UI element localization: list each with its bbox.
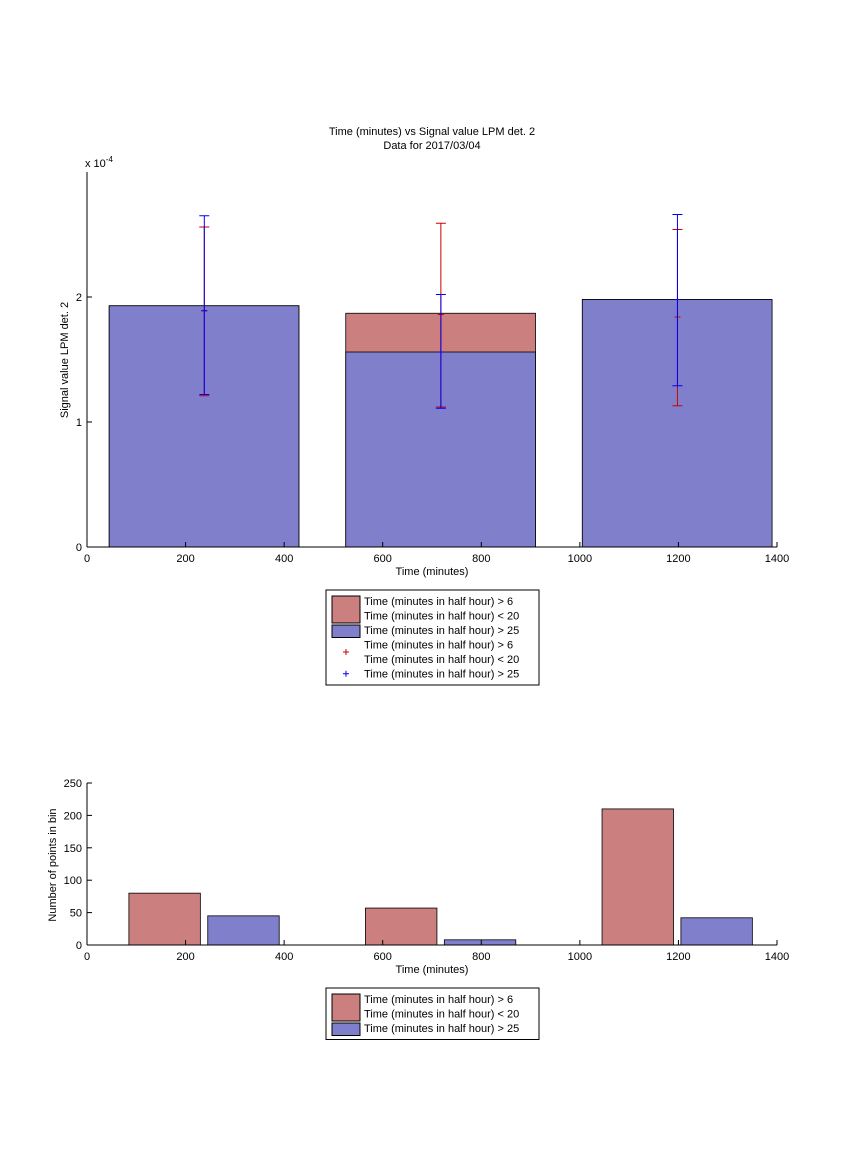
top-y-tick-label: 2 (76, 292, 82, 304)
top-y-tick-label: 1 (76, 417, 82, 429)
bottom-x-tick-label: 400 (275, 951, 293, 963)
top-x-tick-label: 400 (275, 553, 293, 565)
top-legend-patch-red (331, 595, 361, 624)
top-legend-label: Time (minutes in half hour) < 20 (364, 654, 519, 666)
bottom-legend-label: Time (minutes in half hour) < 20 (364, 1009, 519, 1021)
top-y-axis-label: Signal value LPM det. 2 (59, 302, 71, 418)
y-exponent-power: -4 (106, 155, 114, 164)
top-legend-patch-blue (331, 624, 361, 638)
top-x-tick-label: 1200 (666, 553, 690, 565)
bottom-y-tick-label: 250 (64, 778, 82, 790)
top-x-tick-label: 800 (472, 553, 490, 565)
bottom-legend-label: Time (minutes in half hour) > 6 (364, 994, 513, 1006)
top-x-tick-label: 1400 (765, 553, 789, 565)
top-legend-label: Time (minutes in half hour) > 6 (364, 640, 513, 652)
top-legend-label: Time (minutes in half hour) > 6 (364, 596, 513, 608)
bottom-y-tick-label: 50 (70, 908, 82, 920)
bottom-x-tick-label: 200 (176, 951, 194, 963)
chart-subtitle: Data for 2017/03/04 (383, 140, 480, 152)
top-legend-label: Time (minutes in half hour) < 20 (364, 611, 519, 623)
bottom-y-tick-label: 200 (64, 810, 82, 822)
count-bar-blue (680, 917, 753, 946)
bottom-x-tick-label: 1400 (765, 951, 789, 963)
bottom-legend-patch-red (331, 993, 361, 1022)
bottom-x-tick-label: 1000 (568, 951, 592, 963)
top-x-axis-label: Time (minutes) (396, 566, 469, 578)
top-x-tick-label: 0 (84, 553, 90, 565)
bottom-x-tick-label: 1200 (666, 951, 690, 963)
count-bar-blue (443, 939, 517, 946)
bottom-plot-area: 0 200 400 600 800 1000 1200 1400 0 50 100 150 200 250 (64, 778, 790, 963)
bottom-y-tick-label: 100 (64, 875, 82, 887)
bottom-legend-label: Time (minutes in half hour) > 25 (364, 1023, 519, 1035)
count-bar-red (601, 808, 674, 946)
top-legend-box (325, 589, 540, 686)
y-exponent-label: x 10-4 (85, 155, 113, 170)
top-y-tick-label: 0 (76, 542, 82, 554)
bottom-legend: Time (minutes in half hour) > 6 Time (min… (325, 987, 540, 1040)
count-bar-red (128, 892, 201, 946)
top-plot-area: 0 200 400 600 800 1000 1200 1400 0 1 2 (76, 172, 789, 565)
chart-title: Time (minutes) vs Signal value LPM det. … (329, 126, 535, 138)
top-legend: Time (minutes in half hour) > 6 Time (min… (325, 589, 540, 686)
bottom-y-tick-label: 150 (64, 843, 82, 855)
top-x-tick-label: 600 (374, 553, 392, 565)
top-x-tick-label: 1000 (568, 553, 592, 565)
bottom-y-tick-label: 0 (76, 940, 82, 952)
bottom-legend-patch-blue (331, 1022, 361, 1036)
top-legend-label: Time (minutes in half hour) > 25 (364, 625, 519, 637)
top-x-tick-label: 200 (176, 553, 194, 565)
count-bar-blue (207, 915, 280, 946)
bottom-x-tick-label: 800 (472, 951, 490, 963)
count-bar-red (365, 907, 438, 946)
bottom-y-axis-label: Number of points in bin (47, 808, 59, 921)
bottom-x-axis-label: Time (minutes) (396, 964, 469, 976)
bottom-x-tick-label: 0 (84, 951, 90, 963)
top-legend-label: Time (minutes in half hour) > 25 (364, 669, 519, 681)
bottom-legend-box (325, 987, 540, 1040)
bottom-x-tick-label: 600 (374, 951, 392, 963)
y-exponent-base: x 10 (85, 158, 106, 170)
